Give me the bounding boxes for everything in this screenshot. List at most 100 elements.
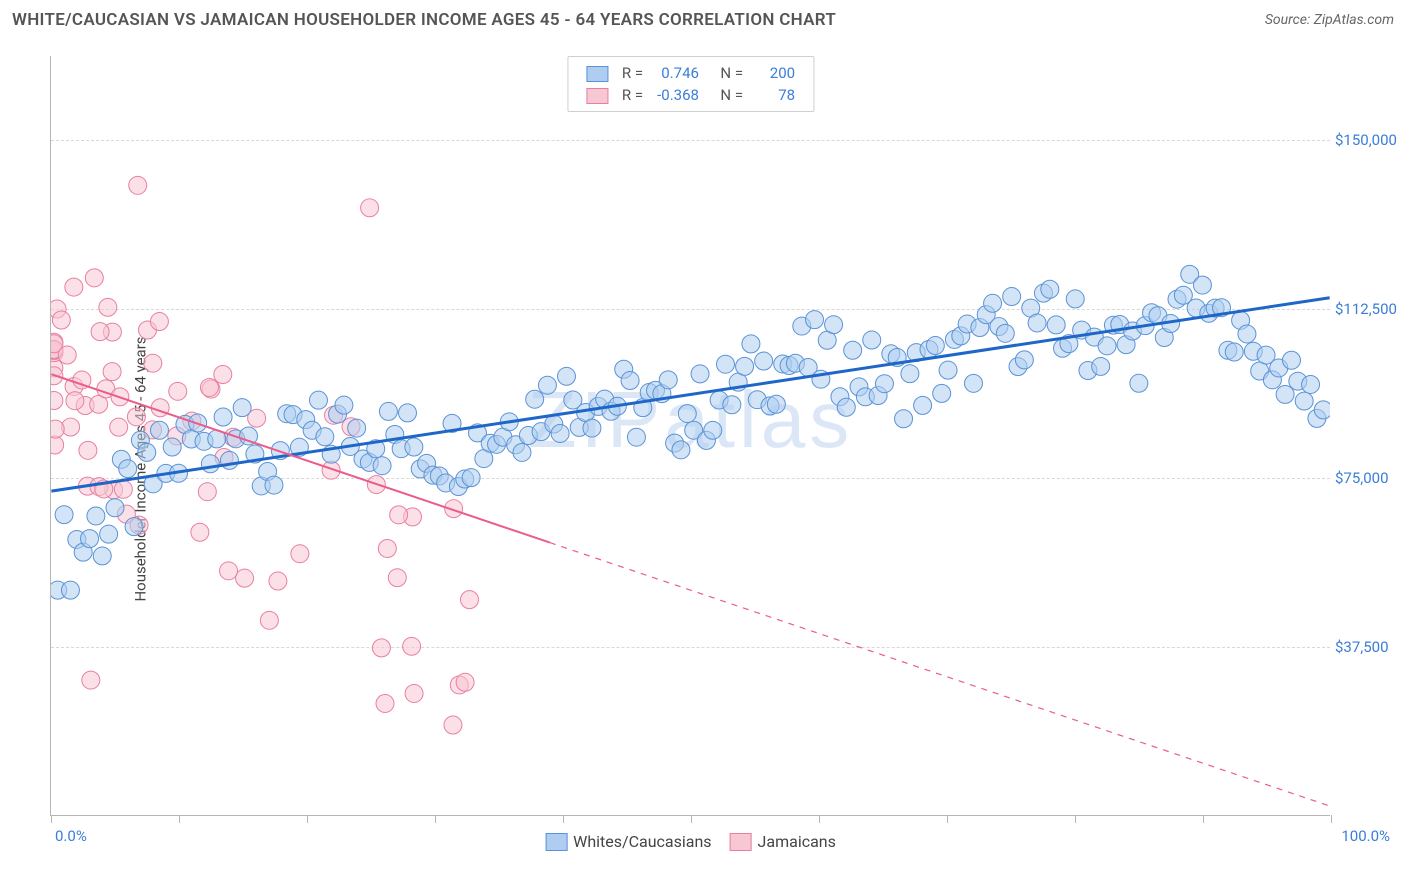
data-point: [1092, 357, 1110, 375]
data-point: [291, 545, 309, 563]
data-point: [691, 365, 709, 383]
data-point: [138, 443, 156, 461]
data-point: [378, 540, 396, 558]
data-point: [127, 408, 145, 426]
data-point: [1302, 375, 1320, 393]
legend-label: Jamaicans: [758, 832, 836, 851]
data-point: [169, 382, 187, 400]
data-point: [79, 441, 97, 459]
data-point: [233, 399, 251, 417]
y-tick-label: $37,500: [1335, 638, 1400, 656]
data-point: [265, 476, 283, 494]
data-point: [767, 395, 785, 413]
data-point: [704, 421, 722, 439]
correlation-legend: R =0.746 N =200R =-0.368 N =78: [567, 56, 814, 112]
data-point: [405, 438, 423, 456]
data-point: [373, 457, 391, 475]
data-point: [85, 269, 103, 287]
data-point: [150, 313, 168, 331]
data-point: [837, 398, 855, 416]
data-point: [119, 460, 137, 478]
data-point: [1015, 351, 1033, 369]
series-legend: Whites/Caucasians Jamaicans: [545, 832, 836, 851]
data-point: [110, 418, 128, 436]
data-point: [1028, 314, 1046, 332]
data-point: [513, 443, 531, 461]
data-point: [627, 428, 645, 446]
data-point: [125, 518, 143, 536]
legend-r-label: R =: [616, 63, 649, 83]
data-point: [191, 523, 209, 541]
data-point: [895, 410, 913, 428]
data-point: [723, 396, 741, 414]
data-point: [214, 366, 232, 384]
data-point: [220, 451, 238, 469]
data-point: [348, 419, 366, 437]
data-point: [1041, 280, 1059, 298]
legend-n-label: N =: [707, 85, 749, 105]
data-point: [526, 390, 544, 408]
data-point: [198, 483, 216, 501]
legend-item: Whites/Caucasians: [545, 832, 711, 851]
data-point: [388, 569, 406, 587]
data-point: [538, 376, 556, 394]
y-tick-label: $150,000: [1335, 131, 1400, 149]
data-point: [558, 367, 576, 385]
data-point: [1130, 374, 1148, 392]
data-point: [81, 530, 99, 548]
data-point: [129, 176, 147, 194]
x-tick: [435, 815, 436, 823]
data-point: [58, 346, 76, 364]
data-point: [91, 323, 109, 341]
legend-swatch: [730, 833, 752, 851]
data-point: [933, 384, 951, 402]
data-point: [150, 421, 168, 439]
data-point: [672, 441, 690, 459]
legend-swatch: [586, 66, 608, 82]
x-tick: [563, 815, 564, 823]
legend-n-label: N =: [707, 63, 749, 83]
legend-swatch: [545, 833, 567, 851]
data-point: [716, 355, 734, 373]
x-tick: [947, 815, 948, 823]
data-point: [51, 420, 64, 438]
x-tick: [179, 815, 180, 823]
data-point: [1193, 276, 1211, 294]
data-point: [103, 363, 121, 381]
data-point: [201, 455, 219, 473]
data-point: [214, 408, 232, 426]
data-point: [269, 572, 287, 590]
legend-item: Jamaicans: [730, 832, 836, 851]
data-point: [200, 378, 218, 396]
plot-region: ZIPatlas R =0.746 N =200R =-0.368 N =78 …: [50, 56, 1330, 816]
x-tick: [691, 815, 692, 823]
data-point: [926, 337, 944, 355]
x-tick: [819, 815, 820, 823]
data-point: [82, 671, 100, 689]
data-point: [379, 402, 397, 420]
data-point: [844, 341, 862, 359]
data-point: [965, 374, 983, 392]
legend-row: R =0.746 N =200: [580, 63, 801, 83]
data-point: [51, 436, 64, 454]
chart-header: WHITE/CAUCASIAN VS JAMAICAN HOUSEHOLDER …: [0, 0, 1406, 36]
x-tick: [51, 815, 52, 823]
data-point: [551, 424, 569, 442]
x-tick: [307, 815, 308, 823]
data-point: [390, 506, 408, 524]
data-point: [1225, 343, 1243, 361]
data-point: [1066, 290, 1084, 308]
data-point: [51, 391, 63, 409]
data-point: [875, 375, 893, 393]
data-point: [996, 324, 1014, 342]
data-point: [87, 507, 105, 525]
data-point: [1314, 401, 1330, 419]
data-point: [806, 311, 824, 329]
data-point: [106, 499, 124, 517]
legend-r-label: R =: [616, 85, 649, 105]
legend-r-value: 0.746: [651, 63, 705, 83]
data-point: [144, 354, 162, 372]
data-point: [659, 371, 677, 389]
data-point: [1003, 288, 1021, 306]
data-point: [461, 591, 479, 609]
